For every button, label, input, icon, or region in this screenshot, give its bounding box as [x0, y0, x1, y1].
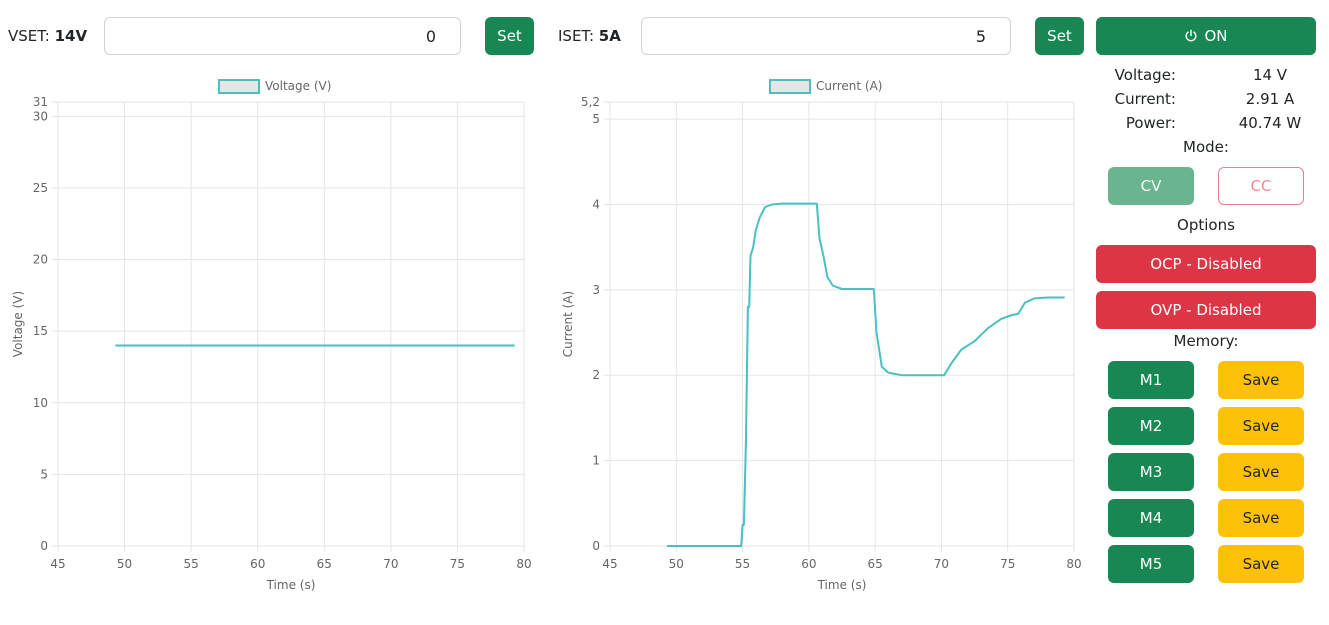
memory-m4-save-button[interactable]: Save	[1218, 499, 1304, 537]
current-reading-label: Current:	[1114, 90, 1176, 108]
mode-label: Mode:	[1183, 138, 1229, 156]
current-chart-y-axis-title: Current (A)	[561, 291, 575, 357]
voltage-chart-y-axis-title: Voltage (V)	[11, 291, 25, 357]
voltage-chart-legend-swatch	[218, 79, 260, 94]
current-chart-x-axis-title: Time (s)	[817, 578, 867, 592]
power-reading-label: Power:	[1125, 114, 1176, 132]
current-chart-x-tick-label: 70	[934, 557, 949, 571]
memory-m4-button[interactable]: M4	[1108, 499, 1194, 537]
current-chart-legend-swatch	[769, 79, 811, 94]
memory-m1-button[interactable]: M1	[1108, 361, 1194, 399]
voltage-chart-x-tick-label: 60	[250, 557, 265, 571]
voltage-chart-x-tick-label: 50	[117, 557, 132, 571]
memory-m3-save-button[interactable]: Save	[1218, 453, 1304, 491]
iset-input[interactable]	[641, 17, 1011, 55]
iset-set-button[interactable]: Set	[1035, 17, 1084, 55]
voltage-chart-legend-label: Voltage (V)	[265, 79, 331, 93]
power-reading-value: 40.74 W	[1238, 114, 1302, 132]
current-chart-series-line	[667, 202, 1065, 547]
voltage-reading-value: 14 V	[1252, 66, 1288, 84]
voltage-chart-y-tick-label: 0	[40, 539, 48, 553]
vset-set-button[interactable]: Set	[485, 17, 534, 55]
vset-label-text: VSET:	[8, 27, 55, 45]
memory-m5-save-button[interactable]: Save	[1218, 545, 1304, 583]
current-chart-x-tick-label: 45	[602, 557, 617, 571]
voltage-chart-x-axis-title: Time (s)	[266, 578, 316, 592]
power-on-button[interactable]: ON	[1096, 17, 1316, 55]
memory-m1-save-button[interactable]: Save	[1218, 361, 1304, 399]
current-chart-x-tick-label: 75	[1000, 557, 1015, 571]
current-chart-x-tick-label: 50	[669, 557, 684, 571]
memory-m3-button[interactable]: M3	[1108, 453, 1194, 491]
iset-label: ISET: 5A	[558, 27, 621, 45]
voltage-chart-y-tick-label: 25	[33, 181, 48, 195]
mode-cv-button[interactable]: CV	[1108, 167, 1194, 205]
voltage-chart-x-tick-label: 75	[450, 557, 465, 571]
power-on-label: ON	[1204, 27, 1228, 45]
memory-m2-save-button[interactable]: Save	[1218, 407, 1304, 445]
current-chart-x-tick-label: 55	[735, 557, 750, 571]
current-chart-x-tick-label: 80	[1066, 557, 1081, 571]
voltage-chart-y-tick-label: 30	[33, 109, 48, 123]
current-reading-value: 2.91 A	[1245, 90, 1295, 108]
vset-label: VSET: 14V	[8, 27, 87, 45]
current-chart-legend-label: Current (A)	[816, 79, 882, 93]
voltage-chart-y-tick-label: 15	[33, 324, 48, 338]
current-chart-y-tick-label: 2	[592, 368, 600, 382]
current-chart-y-tick-label: 5	[592, 112, 600, 126]
ovp-button[interactable]: OVP - Disabled	[1096, 291, 1316, 329]
current-chart-y-tick-label: 4	[592, 197, 600, 211]
voltage-chart-legend: Voltage (V)	[218, 79, 331, 94]
power-icon	[1186, 29, 1197, 42]
current-chart-y-tick-label: 0	[592, 539, 600, 553]
current-chart-x-tick-label: 65	[868, 557, 883, 571]
mode-cc-button[interactable]: CC	[1218, 167, 1304, 205]
vset-input[interactable]	[104, 17, 461, 55]
voltage-reading-label: Voltage:	[1114, 66, 1176, 84]
voltage-chart-x-tick-label: 80	[516, 557, 531, 571]
options-label: Options	[1177, 216, 1235, 234]
memory-label: Memory:	[1173, 332, 1239, 350]
voltage-chart-x-tick-label: 55	[184, 557, 199, 571]
voltage-reading: Voltage: 14 V	[1096, 66, 1316, 86]
ocp-button[interactable]: OCP - Disabled	[1096, 245, 1316, 283]
voltage-chart-y-tick-label: 5	[40, 467, 48, 481]
voltage-chart-y-tick-label: 31	[33, 95, 48, 109]
memory-m2-button[interactable]: M2	[1108, 407, 1194, 445]
voltage-chart-x-tick-label: 45	[50, 557, 65, 571]
current-reading: Current: 2.91 A	[1096, 90, 1316, 110]
memory-m5-button[interactable]: M5	[1108, 545, 1194, 583]
voltage-chart-y-tick-label: 20	[33, 253, 48, 267]
vset-value: 14V	[54, 27, 88, 45]
voltage-chart-y-tick-label: 10	[33, 396, 48, 410]
voltage-chart-x-tick-label: 70	[383, 557, 398, 571]
current-chart-y-tick-label: 1	[592, 454, 600, 468]
current-chart-x-tick-label: 60	[801, 557, 816, 571]
current-chart-y-tick-label: 3	[592, 283, 600, 297]
iset-value: 5A	[598, 27, 621, 45]
current-chart-y-tick-label: 5,2	[581, 95, 600, 109]
voltage-chart-x-tick-label: 65	[317, 557, 332, 571]
current-chart-legend: Current (A)	[769, 79, 882, 94]
iset-label-text: ISET:	[558, 27, 599, 45]
power-reading: Power: 40.74 W	[1096, 114, 1316, 134]
